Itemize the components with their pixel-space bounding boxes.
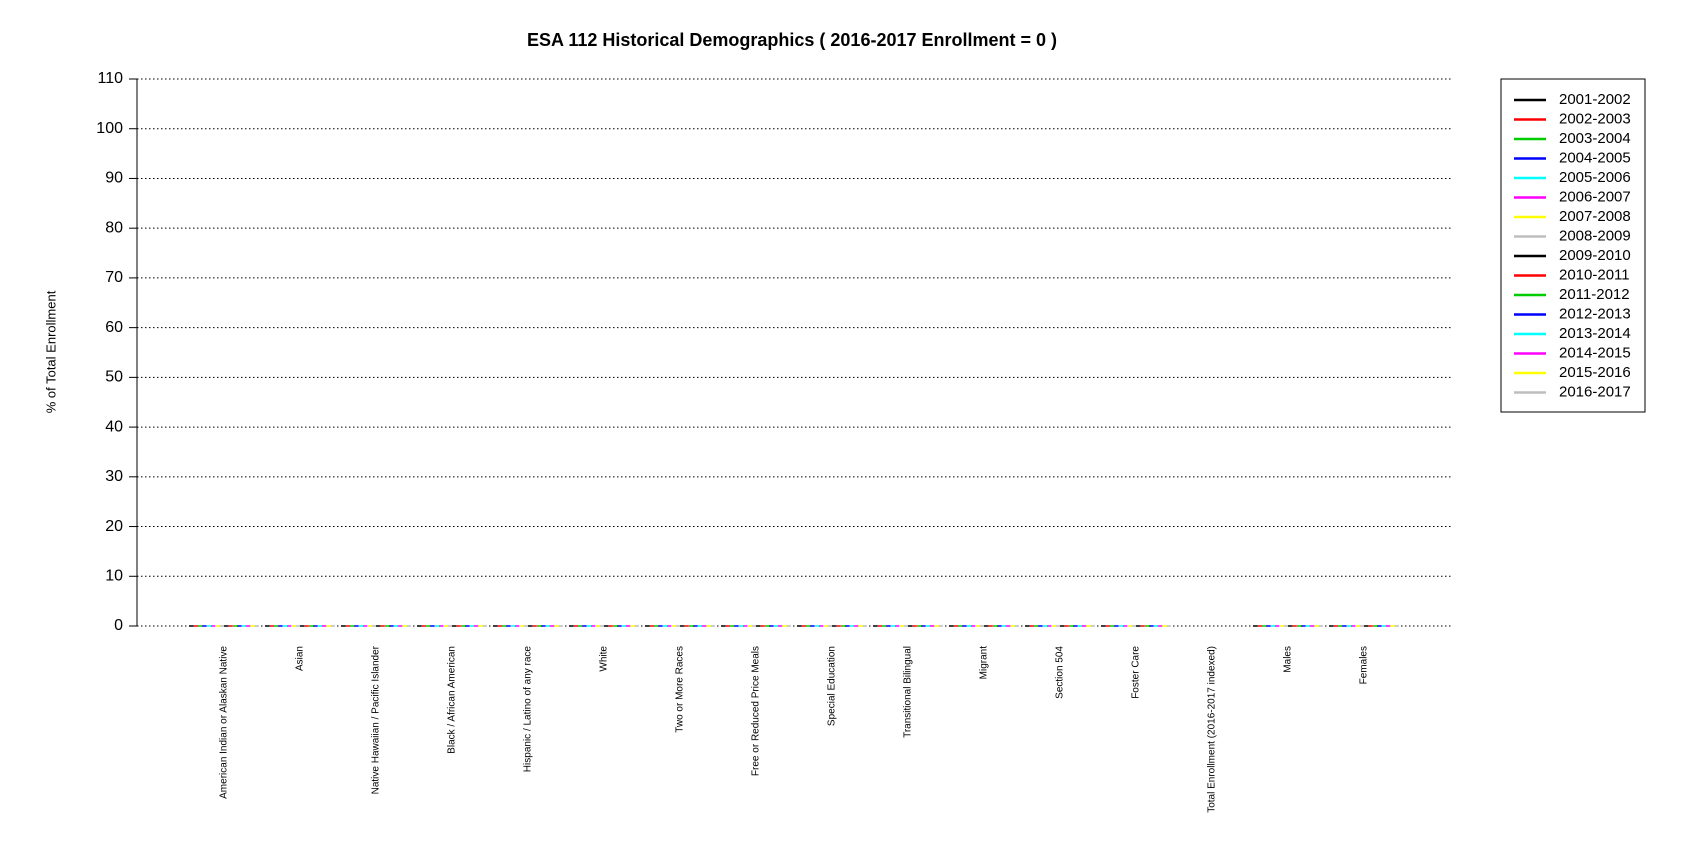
x-tick-label: Total Enrollment (2016-2017 indexed)	[1207, 646, 1218, 813]
legend-label: 2002-2003	[1559, 110, 1631, 127]
y-tick-label: 90	[105, 170, 123, 187]
legend-label: 2005-2006	[1559, 169, 1631, 186]
y-tick-label: 30	[105, 468, 123, 485]
legend-label: 2004-2005	[1559, 149, 1631, 166]
x-tick-label: White	[599, 646, 610, 672]
legend-label: 2003-2004	[1559, 130, 1631, 147]
x-tick-label: Section 504	[1055, 646, 1066, 699]
legend-label: 2007-2008	[1559, 208, 1631, 225]
y-axis-label: % of Total Enrollment	[43, 290, 58, 413]
y-tick-label: 40	[105, 418, 123, 435]
y-tick-label: 100	[96, 120, 123, 137]
legend-label: 2012-2013	[1559, 305, 1631, 322]
y-tick-label: 50	[105, 369, 123, 386]
legend-label: 2011-2012	[1559, 286, 1630, 303]
y-tick-label: 80	[105, 219, 123, 236]
x-tick-label: Females	[1359, 646, 1370, 684]
y-tick-label: 0	[114, 617, 123, 634]
x-tick-label: Native Hawaiian / Pacific Islander	[371, 645, 382, 794]
legend-label: 2001-2002	[1559, 91, 1631, 108]
legend-box	[1500, 78, 1646, 413]
legend-label: 2013-2014	[1559, 325, 1631, 342]
x-tick-label: Two or More Races	[675, 646, 686, 733]
x-tick-label: Black / African American	[447, 646, 458, 754]
legend-label: 2010-2011	[1559, 266, 1630, 283]
legend-label: 2009-2010	[1559, 247, 1631, 264]
x-tick-label: Free or Reduced Price Meals	[751, 646, 762, 776]
chart-title: ESA 112 Historical Demographics ( 2016-2…	[527, 30, 1057, 50]
y-tick-label: 60	[105, 319, 123, 336]
y-tick-label: 10	[105, 567, 123, 584]
legend-label: 2014-2015	[1559, 344, 1631, 361]
x-tick-label: Foster Care	[1131, 646, 1142, 699]
x-tick-label: Males	[1283, 646, 1294, 673]
x-tick-label: American Indian or Alaskan Native	[219, 646, 230, 799]
y-tick-label: 20	[105, 518, 123, 535]
legend-label: 2008-2009	[1559, 227, 1631, 244]
y-tick-label: 70	[105, 269, 123, 286]
x-tick-label: Asian	[295, 646, 306, 671]
legend-label: 2006-2007	[1559, 188, 1631, 205]
legend-label: 2016-2017	[1559, 383, 1631, 400]
x-tick-label: Migrant	[979, 646, 990, 680]
x-tick-label: Transitional Bilingual	[903, 646, 914, 738]
y-tick-label: 110	[97, 70, 123, 87]
x-tick-label: Hispanic / Latino of any race	[523, 646, 534, 773]
x-tick-label: Special Education	[827, 646, 838, 726]
legend-label: 2015-2016	[1559, 364, 1631, 381]
